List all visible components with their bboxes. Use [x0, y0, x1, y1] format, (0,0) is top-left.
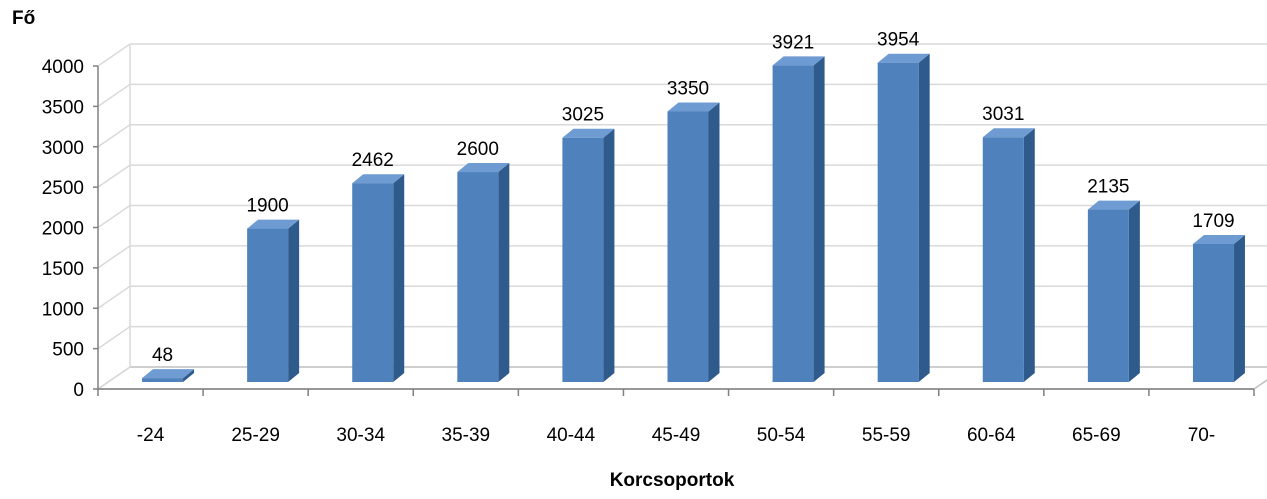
bar-side — [708, 102, 720, 383]
x-tick-label: 70- — [1188, 425, 1215, 446]
bar-side — [498, 163, 510, 382]
x-tick-label: 25-29 — [231, 425, 280, 446]
bar-side — [1128, 200, 1140, 382]
gridline-depth — [97, 43, 131, 67]
data-label: 48 — [152, 345, 173, 366]
bar-side — [288, 219, 300, 382]
bar-side — [918, 53, 930, 382]
bar — [142, 369, 195, 382]
gridline-depth — [97, 285, 131, 309]
bar — [352, 174, 405, 382]
x-tick-label: -24 — [137, 425, 165, 446]
y-tick-label: 2000 — [42, 219, 84, 240]
gridline-depth — [97, 164, 131, 188]
bar-top — [457, 163, 510, 173]
bar-side — [603, 128, 615, 382]
bar-front — [352, 183, 394, 382]
x-tick-label: 45-49 — [652, 425, 701, 446]
bar-top — [562, 128, 615, 138]
bar-front — [1192, 243, 1234, 382]
data-label: 3350 — [667, 78, 709, 99]
y-tick-label: 2500 — [42, 178, 84, 199]
bar-front — [142, 378, 184, 382]
y-tick-label: 4000 — [42, 57, 84, 78]
bar-side — [183, 369, 195, 382]
bar-top — [352, 174, 405, 184]
data-label: 2135 — [1087, 177, 1129, 198]
x-tick-label: 65-69 — [1072, 425, 1121, 446]
bar-front — [457, 172, 499, 382]
data-label: 1709 — [1192, 211, 1234, 232]
bar-top — [142, 369, 195, 379]
bar-front — [772, 65, 814, 383]
bar-side — [393, 174, 405, 382]
gridline-depth — [97, 366, 131, 390]
x-tick-label: 35-39 — [442, 425, 491, 446]
data-label: 2600 — [457, 139, 499, 160]
bar — [982, 128, 1035, 382]
bar — [772, 56, 825, 383]
y-axis-title: Fő — [12, 8, 35, 29]
bar — [877, 53, 930, 382]
x-tick-label: 40-44 — [547, 425, 596, 446]
y-tick-labels: 0 500 1000 1500 2000 2500 3000 3500 4000 — [42, 57, 84, 401]
y-tick-label: 3000 — [42, 138, 84, 159]
data-label: 3954 — [877, 30, 920, 51]
data-label: 3921 — [772, 32, 814, 53]
bars — [142, 53, 1245, 383]
bar-front — [877, 62, 919, 382]
x-tick-label: 60-64 — [967, 425, 1016, 446]
bar-side — [1233, 234, 1245, 382]
bar-front — [562, 137, 604, 382]
data-label: 3025 — [562, 105, 604, 126]
bar-front — [667, 111, 709, 383]
bar — [1087, 200, 1140, 382]
bar-front — [1087, 209, 1129, 382]
gridline-depth — [97, 245, 131, 269]
y-tick-label: 0 — [73, 380, 84, 401]
x-axis-title: Korcsoportok — [610, 470, 735, 491]
bar-top — [1087, 200, 1140, 210]
gridline-depth — [97, 204, 131, 229]
x-tick-label: 30-34 — [336, 425, 385, 446]
y-tick-label: 1000 — [42, 299, 84, 320]
bar-front — [982, 137, 1024, 382]
bar — [667, 102, 720, 383]
y-tick-label: 500 — [52, 340, 84, 361]
gridline-depth — [97, 83, 131, 107]
data-label: 2462 — [352, 150, 394, 171]
data-label: 1900 — [246, 196, 288, 217]
x-tick-label: 55-59 — [862, 425, 911, 446]
axes — [93, 65, 1255, 396]
x-tick-label: 50-54 — [757, 425, 806, 446]
gridline-depth — [97, 124, 131, 148]
data-labels: 48 1900 2462 2600 3025 3350 3921 3954 3031 2135 17… — [152, 30, 1235, 366]
y-tick-label: 1500 — [42, 259, 84, 280]
bar-top — [667, 102, 720, 112]
gridline-depth — [97, 326, 131, 350]
data-label: 3031 — [982, 104, 1024, 125]
bar-top — [982, 128, 1035, 138]
bar-side — [813, 56, 825, 383]
bar — [1192, 234, 1245, 382]
bar-top — [247, 219, 300, 229]
bar-top — [1192, 234, 1245, 244]
x-tick-labels: -24 25-29 30-34 35-39 40-44 45-49 50-54 55-59 60… — [137, 425, 1215, 446]
bar-top — [772, 56, 825, 66]
bar — [562, 128, 615, 382]
bar-side — [1023, 128, 1035, 382]
bar — [247, 219, 300, 382]
bar — [457, 163, 510, 382]
bar-front — [247, 228, 289, 382]
bar-top — [877, 53, 930, 63]
y-tick-label: 3500 — [42, 97, 84, 118]
